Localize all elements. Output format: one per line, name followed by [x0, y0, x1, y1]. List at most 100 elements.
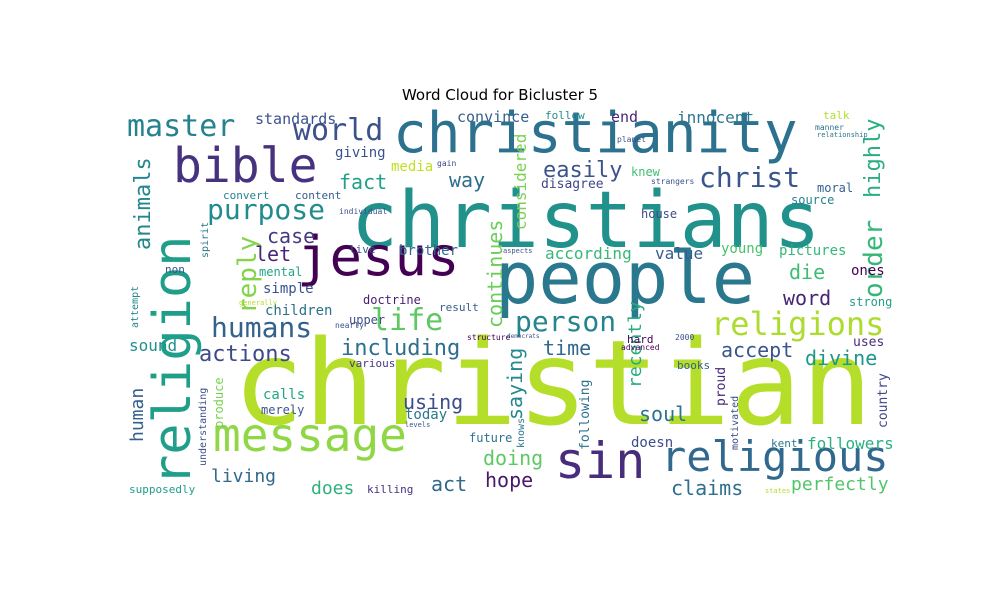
- word-uses: uses: [853, 335, 885, 350]
- word-non: non: [165, 263, 185, 276]
- word-doctrine: doctrine: [363, 293, 421, 307]
- word-doing: doing: [483, 446, 544, 470]
- word-person: person: [515, 305, 617, 338]
- word-living: living: [211, 466, 277, 487]
- word-follow: follow: [545, 109, 585, 122]
- word-giving: giving: [335, 145, 386, 161]
- word-convince: convince: [457, 108, 530, 126]
- word-human: human: [127, 387, 148, 442]
- word-calls: calls: [263, 387, 306, 403]
- word-books: books: [677, 359, 711, 372]
- word-time: time: [543, 336, 592, 360]
- word-easily: easily: [543, 158, 623, 183]
- word-brother: brother: [399, 243, 459, 259]
- word-strangers: strangers: [651, 177, 695, 186]
- word-killing: killing: [367, 483, 414, 496]
- word-manner: manner: [815, 123, 844, 132]
- word-sin: sin: [555, 432, 646, 490]
- word-talk: talk: [823, 109, 850, 122]
- word-message: message: [213, 408, 407, 462]
- word-gain: gain: [437, 159, 457, 168]
- word-various: various: [349, 357, 396, 370]
- word-standards: standards: [255, 110, 337, 128]
- word-hard: hard: [627, 333, 654, 346]
- word-fact: fact: [339, 170, 388, 194]
- word-advanced: advanced: [621, 343, 660, 352]
- word-following: following: [578, 379, 593, 450]
- word-upper: upper: [349, 313, 386, 327]
- word-2000: 2000: [675, 333, 695, 342]
- word-christ: christ: [699, 161, 801, 194]
- word-future: future: [469, 431, 513, 445]
- word-using: using: [403, 390, 464, 414]
- word-christians: christians: [351, 176, 821, 266]
- word-democrats: democrats: [507, 333, 540, 340]
- word-purpose: purpose: [207, 193, 326, 226]
- word-media: media: [391, 159, 434, 175]
- word-planet: planet: [617, 135, 646, 144]
- word-merely: merely: [261, 403, 305, 417]
- word-country: country: [876, 373, 891, 428]
- word-today: today: [405, 407, 448, 423]
- word-claims: claims: [671, 476, 744, 500]
- word-motivated: motivated: [730, 395, 741, 450]
- word-relationship: relationship: [817, 131, 868, 139]
- word-animals: animals: [131, 157, 156, 250]
- word-levels: levels: [405, 421, 431, 429]
- word-christian: christian: [233, 314, 873, 452]
- word-doesn: doesn: [631, 435, 674, 451]
- word-soul: soul: [639, 402, 688, 426]
- word-result: result: [439, 301, 479, 314]
- word-disagree: disagree: [541, 177, 604, 192]
- word-states: states: [765, 487, 791, 495]
- word-world: world: [293, 113, 384, 148]
- word-according: according: [545, 244, 632, 263]
- word-moral: moral: [817, 181, 854, 195]
- word-divine: divine: [805, 346, 878, 370]
- word-mental: mental: [259, 265, 303, 279]
- word-knew: knew: [631, 165, 660, 179]
- word-actions: actions: [199, 342, 292, 367]
- word-die: die: [789, 260, 826, 284]
- word-way: way: [449, 168, 486, 192]
- word-followers: followers: [807, 434, 894, 453]
- word-case: case: [267, 224, 316, 248]
- word-supposedly: supposedly: [129, 483, 196, 496]
- word-hope: hope: [485, 468, 534, 492]
- word-children: children: [265, 303, 333, 319]
- word-act: act: [431, 472, 468, 496]
- word-individual: individual: [339, 207, 388, 216]
- word-young: young: [721, 241, 764, 257]
- word-including: including: [341, 336, 461, 361]
- word-christianity: christianity: [393, 102, 798, 166]
- word-live: live: [349, 243, 376, 256]
- word-structure: structure: [467, 333, 511, 342]
- word-jesus: jesus: [297, 225, 460, 288]
- word-order: order: [859, 219, 889, 298]
- word-religious: religious: [661, 432, 889, 481]
- word-aspects: aspects: [503, 247, 533, 255]
- word-considered: considered: [511, 133, 530, 230]
- word-simple: simple: [263, 281, 314, 297]
- word-end: end: [611, 108, 639, 126]
- word-people: people: [495, 236, 756, 320]
- word-generally: generally: [239, 299, 277, 307]
- word-sound: sound: [129, 336, 178, 355]
- word-nearly: nearly: [335, 321, 364, 330]
- word-pictures: pictures: [779, 243, 847, 259]
- word-master: master: [127, 109, 236, 144]
- word-life: life: [371, 303, 444, 338]
- word-understanding: understanding: [198, 387, 209, 466]
- word-produce: produce: [212, 377, 226, 428]
- word-strong: strong: [849, 295, 893, 309]
- word-innocent: innocent: [677, 108, 755, 127]
- word-house: house: [641, 207, 678, 221]
- word-content: content: [295, 189, 342, 202]
- word-value: value: [655, 244, 704, 263]
- word-kent: kent: [771, 437, 798, 450]
- word-source: source: [791, 193, 835, 207]
- word-let: let: [255, 242, 292, 266]
- word-attempt: attempt: [130, 285, 141, 328]
- word-continues: continues: [483, 219, 507, 328]
